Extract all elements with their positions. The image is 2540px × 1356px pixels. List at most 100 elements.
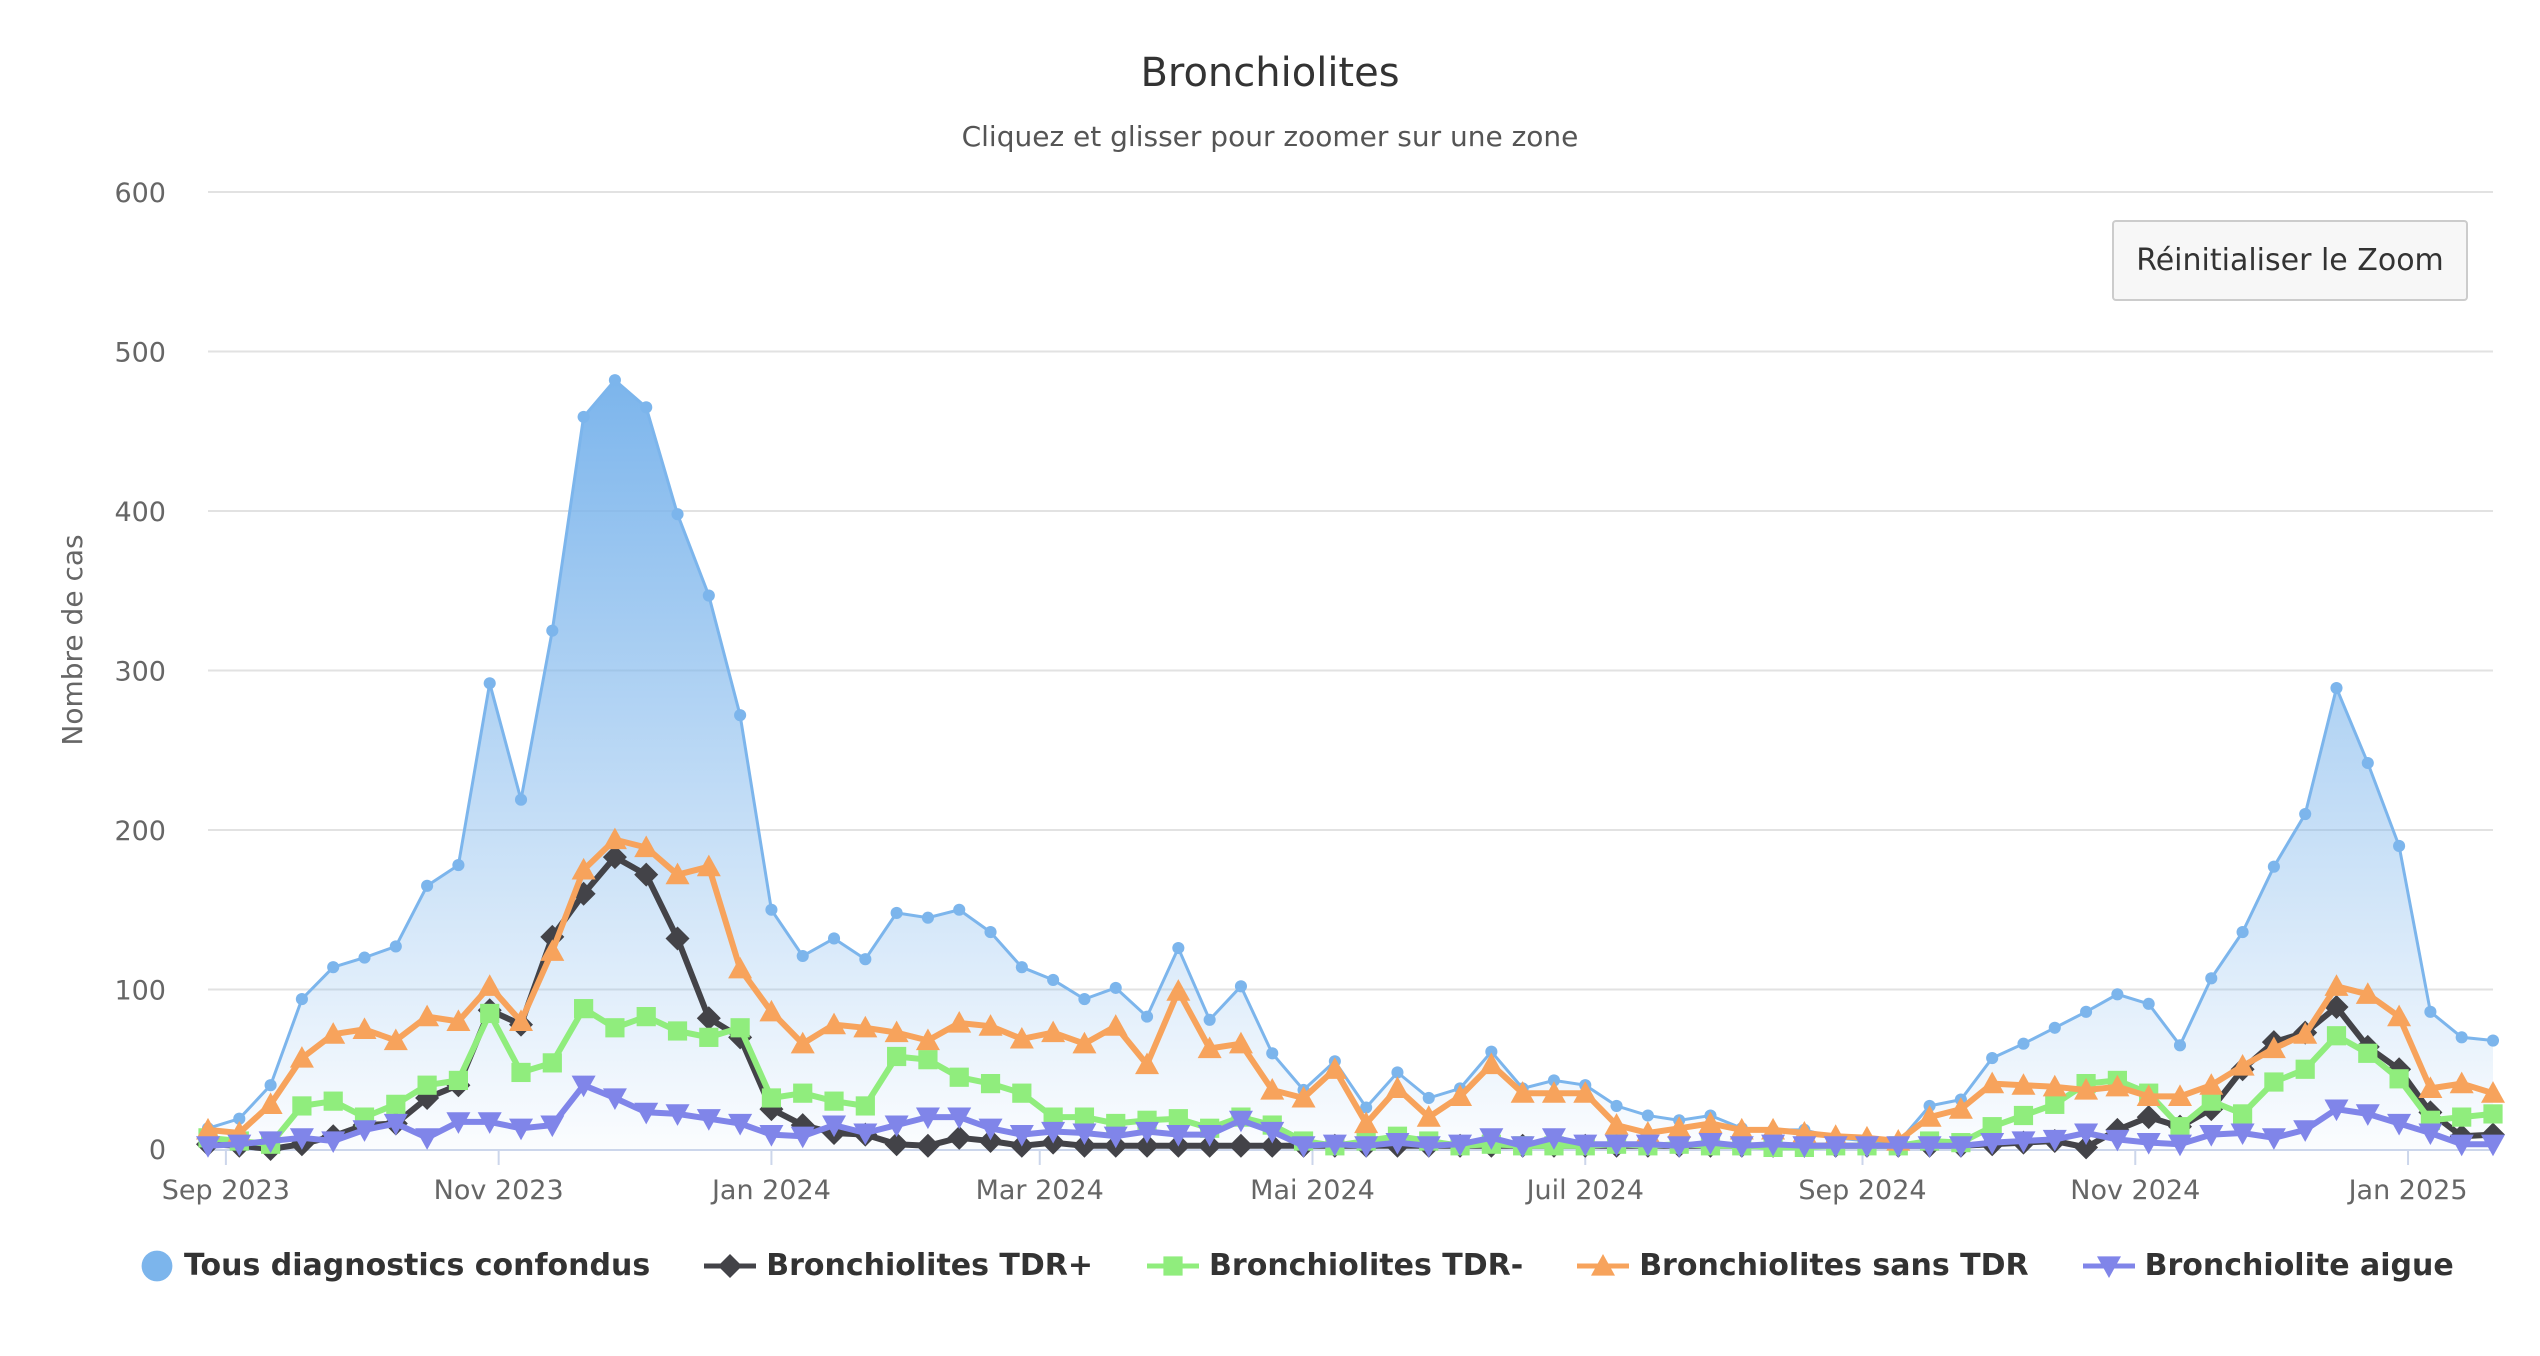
data-point (602, 1088, 627, 1110)
data-point (1260, 1133, 1285, 1158)
diamond-marker-icon (704, 1253, 757, 1278)
legend-item-bronchiolites-sans-tdr[interactable]: Bronchiolites sans TDR (1577, 1248, 2029, 1283)
legend-item-bronchiolites-tdr-[interactable]: Bronchiolites TDR+ (704, 1248, 1093, 1283)
data-point (887, 1046, 907, 1067)
data-point (1203, 1013, 1216, 1026)
data-point (1635, 1134, 1660, 1157)
data-point (509, 1009, 534, 1031)
data-point (2230, 1123, 2255, 1146)
data-point (2293, 1022, 2318, 1044)
data-point (2230, 1054, 2255, 1076)
data-point (2355, 1104, 2380, 1126)
data-point (321, 1131, 346, 1154)
triangle-down-marker-icon (2082, 1255, 2135, 1278)
data-point (696, 854, 721, 877)
data-point (790, 1031, 815, 1054)
data-point (921, 911, 934, 924)
data-point (1948, 1136, 1973, 1158)
data-point (1917, 1105, 1942, 1127)
x-tick-label: Mai 2024 (1250, 1175, 1375, 1206)
data-point (1479, 1052, 1504, 1075)
data-point (383, 1028, 408, 1051)
y-axis-title: Nombre de cas (56, 534, 89, 745)
data-point (1103, 1126, 1128, 1149)
data-point (2105, 1129, 2130, 1152)
data-point (2080, 1005, 2093, 1018)
x-tick-label: Nov 2024 (2070, 1175, 2200, 1206)
data-point (2326, 1026, 2347, 1046)
legend-symbol (1163, 1255, 1183, 1276)
y-tick-label: 200 (114, 816, 166, 847)
data-point (634, 862, 659, 887)
data-point (1234, 980, 1247, 993)
data-point (1015, 961, 1028, 974)
data-point (730, 1018, 750, 1038)
data-point (2136, 1084, 2161, 1106)
data-point (1667, 1116, 1692, 1138)
data-point (759, 999, 784, 1022)
data-point (1422, 1091, 1435, 1105)
data-point (1729, 1136, 1754, 1158)
x-tick-label: Nov 2023 (434, 1175, 564, 1206)
data-point (947, 1125, 972, 1150)
data-point (1823, 1136, 1848, 1158)
data-point (2418, 1123, 2443, 1146)
series-bronchiolites-sans-tdr (196, 827, 2505, 1151)
data-point (822, 1012, 847, 1035)
data-point (1260, 1077, 1285, 1100)
data-point (759, 1125, 784, 1147)
data-point (2045, 1094, 2065, 1114)
data-point (665, 926, 690, 951)
y-tick-label: 100 (114, 976, 166, 1007)
legend-item-bronchiolites-tdr-[interactable]: Bronchiolites TDR- (1147, 1248, 1523, 1283)
data-point (1986, 1052, 1999, 1065)
legend-symbol (2096, 1255, 2121, 1278)
data-point (1416, 1136, 1441, 1158)
data-point (728, 1113, 753, 1136)
data-point (571, 1075, 596, 1098)
legend-item-bronchiolite-aigue[interactable]: Bronchiolite aigue (2082, 1248, 2454, 1283)
data-point (1510, 1136, 1535, 1158)
data-point (2205, 972, 2218, 985)
data-point (389, 940, 402, 953)
y-tick-label: 400 (114, 497, 166, 528)
data-point (483, 677, 496, 690)
data-point (634, 1102, 659, 1125)
data-point (790, 1126, 815, 1149)
data-point (2293, 1120, 2318, 1142)
data-point (978, 1129, 1003, 1154)
legend-item-tous-diagnostics-confondus[interactable]: Tous diagnostics confondus (140, 1248, 650, 1283)
data-point (258, 1131, 283, 1154)
data-point (2452, 1107, 2472, 1127)
data-point (264, 1079, 277, 1092)
data-point (292, 1096, 312, 1116)
data-point (2173, 1039, 2187, 1052)
data-point (1168, 1109, 1188, 1129)
legend-label: Bronchiolites TDR+ (766, 1248, 1094, 1283)
y-tick-label: 500 (114, 338, 166, 369)
data-point (634, 835, 659, 858)
data-point (321, 1022, 346, 1044)
data-point (1291, 1136, 1316, 1158)
data-point (1854, 1136, 1879, 1158)
reset-zoom-button[interactable]: Réinitialiser le Zoom (2112, 220, 2468, 301)
data-point (884, 1132, 909, 1157)
data-point (1354, 1136, 1379, 1158)
data-point (358, 951, 371, 964)
x-tick-label: Sep 2024 (1798, 1175, 1926, 1206)
data-point (859, 953, 872, 966)
data-point (602, 845, 627, 870)
data-point (884, 1115, 909, 1138)
data-point (2449, 1134, 2474, 1157)
data-point (1610, 1099, 1623, 1112)
data-point (1135, 1052, 1160, 1075)
data-point (2393, 839, 2406, 852)
data-point (2042, 1129, 2067, 1152)
legend-label: Bronchiolites TDR- (1209, 1248, 1524, 1283)
data-point (2017, 1037, 2030, 1050)
y-tick-label: 600 (114, 178, 166, 209)
data-point (2142, 997, 2155, 1010)
data-point (1078, 993, 1091, 1006)
data-point (1698, 1133, 1723, 1155)
